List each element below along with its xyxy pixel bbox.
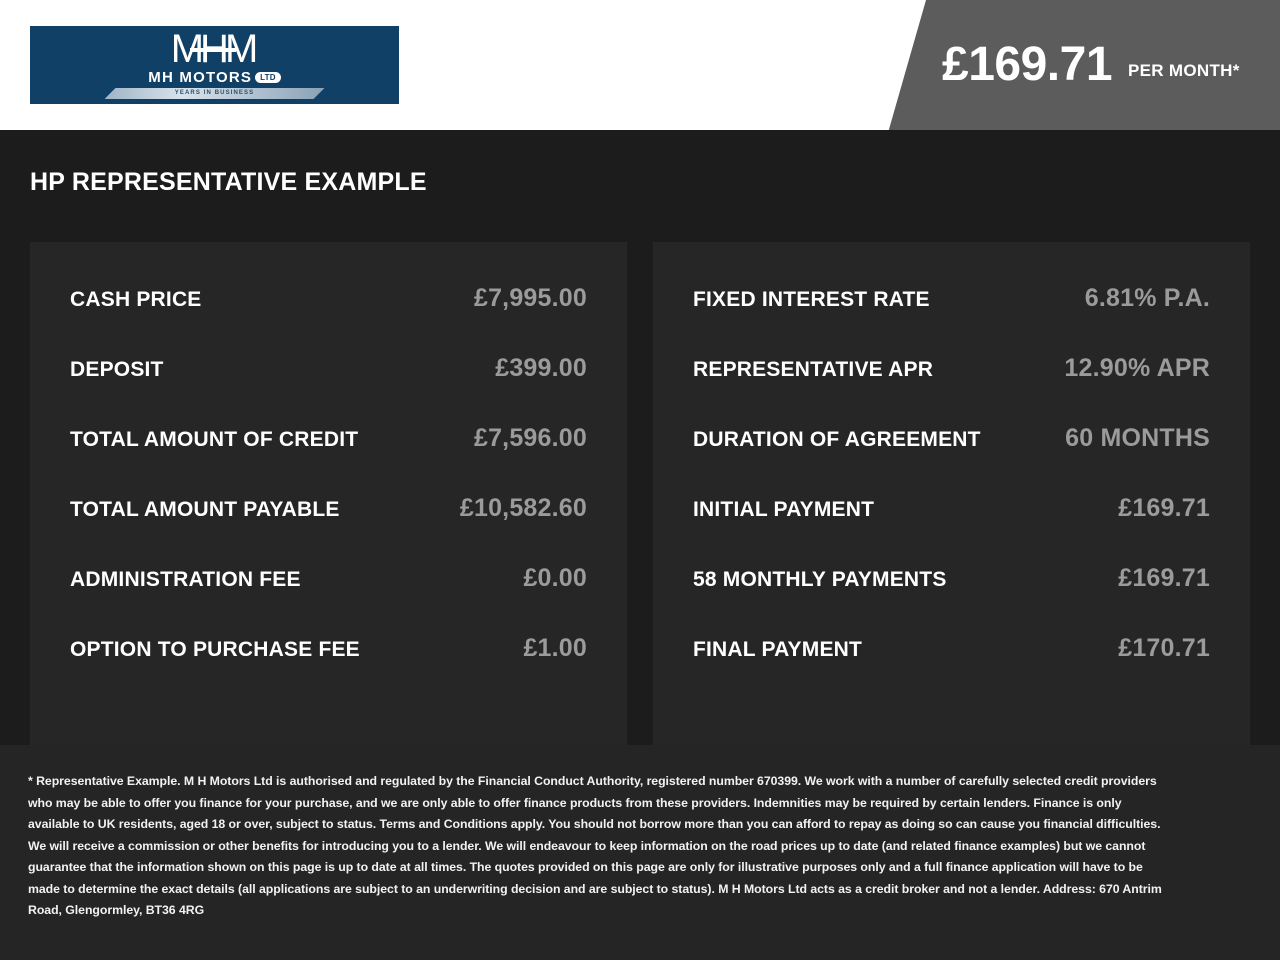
row-value: £399.00 — [495, 354, 587, 382]
row-label: ADMINISTRATION FEE — [70, 568, 301, 591]
monthly-price-banner: £169.71 PER MONTH* — [888, 0, 1280, 130]
table-row: 58 MONTHLY PAYMENTS £169.71 — [693, 564, 1210, 634]
disclaimer-footer: * Representative Example. M H Motors Ltd… — [0, 745, 1280, 960]
row-value: £1.00 — [523, 634, 587, 662]
table-row: TOTAL AMOUNT PAYABLE £10,582.60 — [70, 494, 587, 564]
finance-panel-right: FIXED INTEREST RATE 6.81% P.A. REPRESENT… — [653, 242, 1250, 746]
disclaimer-text: * Representative Example. M H Motors Ltd… — [28, 774, 1162, 917]
row-value: £0.00 — [523, 564, 587, 592]
row-value: £7,995.00 — [473, 284, 587, 312]
row-label: REPRESENTATIVE APR — [693, 358, 934, 381]
table-row: CASH PRICE £7,995.00 — [70, 284, 587, 354]
row-value: £169.71 — [1118, 494, 1210, 522]
row-value: 6.81% P.A. — [1084, 284, 1210, 312]
table-row: OPTION TO PURCHASE FEE £1.00 — [70, 634, 587, 704]
logo-years-ribbon: YEARS IN BUSINESS — [104, 88, 325, 99]
logo-company-name: MH MOTORS — [148, 69, 253, 86]
row-label: TOTAL AMOUNT OF CREDIT — [70, 428, 359, 451]
table-row: FINAL PAYMENT £170.71 — [693, 634, 1210, 704]
row-value: £169.71 — [1118, 564, 1210, 592]
table-row: DURATION OF AGREEMENT 60 MONTHS — [693, 424, 1210, 494]
table-row: ADMINISTRATION FEE £0.00 — [70, 564, 587, 634]
row-value: 12.90% APR — [1064, 354, 1210, 382]
row-label: FIXED INTEREST RATE — [693, 288, 930, 311]
row-value: £7,596.00 — [473, 424, 587, 452]
table-row: REPRESENTATIVE APR 12.90% APR — [693, 354, 1210, 424]
monthly-price-period: PER MONTH* — [1128, 61, 1240, 80]
row-value: 60 MONTHS — [1065, 424, 1210, 452]
row-label: INITIAL PAYMENT — [693, 498, 875, 521]
logo-ribbon-label: YEARS IN BUSINESS — [174, 90, 255, 96]
row-label: FINAL PAYMENT — [693, 638, 863, 661]
finance-panels: CASH PRICE £7,995.00 DEPOSIT £399.00 TOT… — [30, 242, 1250, 746]
row-label: OPTION TO PURCHASE FEE — [70, 638, 360, 661]
finance-panel-left: CASH PRICE £7,995.00 DEPOSIT £399.00 TOT… — [30, 242, 627, 746]
row-label: DURATION OF AGREEMENT — [693, 428, 981, 451]
logo-inner: MHM MH MOTORS LTD YEARS IN BUSINESS — [30, 26, 399, 104]
logo-ltd-badge: LTD — [255, 72, 281, 83]
row-label: TOTAL AMOUNT PAYABLE — [70, 498, 340, 521]
table-row: FIXED INTEREST RATE 6.81% P.A. — [693, 284, 1210, 354]
logo-wordmark: MH MOTORS LTD — [148, 69, 281, 86]
row-value: £170.71 — [1118, 634, 1210, 662]
logo-crossbar-icon — [189, 48, 236, 52]
row-label: CASH PRICE — [70, 288, 202, 311]
logo-mark-mhm: MHM — [171, 29, 259, 69]
table-row: INITIAL PAYMENT £169.71 — [693, 494, 1210, 564]
main-content: HP REPRESENTATIVE EXAMPLE CASH PRICE £7,… — [0, 130, 1280, 746]
row-label: 58 MONTHLY PAYMENTS — [693, 568, 947, 591]
monthly-price-amount: £169.71 — [942, 38, 1113, 91]
table-row: TOTAL AMOUNT OF CREDIT £7,596.00 — [70, 424, 587, 494]
page-title: HP REPRESENTATIVE EXAMPLE — [30, 168, 427, 196]
table-row: DEPOSIT £399.00 — [70, 354, 587, 424]
row-label: DEPOSIT — [70, 358, 164, 381]
dealer-logo[interactable]: MHM MH MOTORS LTD YEARS IN BUSINESS — [30, 26, 399, 104]
row-value: £10,582.60 — [459, 494, 587, 522]
page-header: MHM MH MOTORS LTD YEARS IN BUSINESS £169… — [0, 0, 1280, 130]
